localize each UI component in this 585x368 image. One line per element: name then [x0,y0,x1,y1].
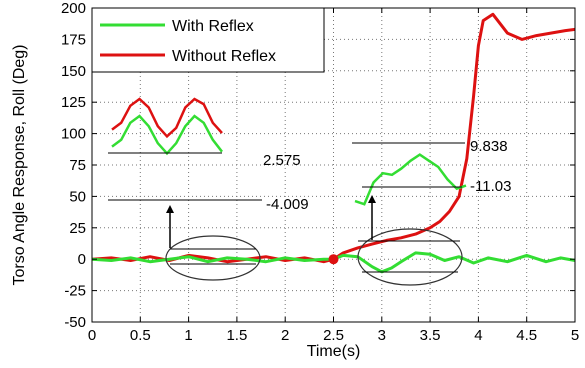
y-tick-label: 150 [61,63,86,80]
x-tick-label: 1.5 [226,327,247,344]
x-tick-label: 3.5 [420,327,441,344]
legend: With Reflex Without Reflex [91,7,325,73]
legend-label-without-reflex: Without Reflex [172,48,276,65]
y-tick-label: 175 [61,31,86,48]
arrow-head-right [368,195,376,203]
y-tick-label: -25 [64,283,86,300]
zoom-ellipse-right [357,228,463,286]
y-tick-label: 125 [61,94,86,111]
legend-label-with-reflex: With Reflex [172,18,254,35]
arrow-head-left [166,205,174,213]
annotation-value: -4.009 [266,196,309,213]
x-tick-label: 2 [281,327,289,344]
inset-right-with-reflex [354,153,467,206]
y-tick-label: 200 [61,0,86,17]
x-tick-label: 0.5 [130,327,151,344]
y-tick-label: 50 [69,188,86,205]
annotation-value: 9.838 [470,138,508,155]
y-tick-label: 25 [69,220,86,237]
y-tick-label: 100 [61,126,86,143]
axis-ticks: 0 0.5 1 1.5 2 2.5 3 3.5 4 4.5 5 -50 -25 0 25 50 75 100 125… [61,0,579,344]
y-tick-label: 75 [69,157,86,174]
inset-left-without-reflex [111,97,223,139]
annotation-value: -11.03 [470,178,511,195]
x-axis-label: Time(s) [307,343,361,360]
zoom-ellipse-left [165,235,261,281]
x-tick-label: 2.5 [323,327,344,344]
series-line-without-reflex [91,12,576,264]
x-tick-label: 3 [378,327,386,344]
legend-box [91,7,325,73]
y-axis-label: Torso Angle Response, Roll (Deg) [11,44,28,285]
y-tick-label: 0 [78,251,86,268]
series-marker [328,254,339,265]
y-tick-label: -50 [64,314,86,331]
x-tick-label: 4.5 [516,327,537,344]
annotation-value: 2.575 [263,152,301,169]
x-tick-label: 5 [571,327,579,344]
x-tick-label: 1 [184,327,192,344]
x-tick-label: 4 [474,327,482,344]
x-tick-label: 0 [88,327,96,344]
annotations: 2.575 -4.009 9.838 -11.03 [108,97,511,286]
